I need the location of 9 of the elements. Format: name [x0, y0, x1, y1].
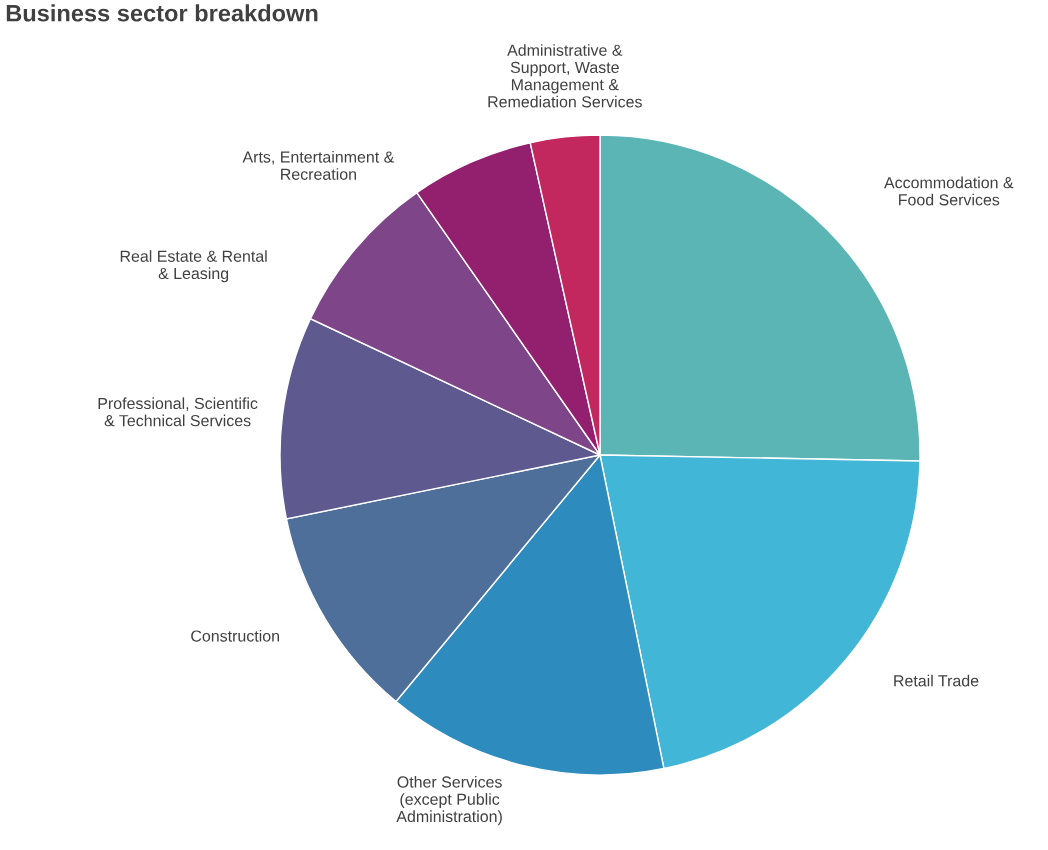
- slice-label: Professional, Scientific & Technical Services: [98, 397, 258, 427]
- slice-label: Accommodation & Food Services: [884, 176, 1014, 206]
- slice-label: Real Estate & Rental & Leasing: [120, 250, 267, 283]
- slice-label: Retail Trade: [894, 674, 979, 687]
- slice-label: Arts, Entertainment & Recreation: [242, 150, 395, 180]
- slice-label: Construction: [191, 629, 279, 642]
- chart-title: Business sector breakdown: [6, 4, 318, 22]
- slice-label: Other Services (except Public Administration): [396, 775, 502, 826]
- slice-label: Administrative & Support, Waste Management & Remediation Services: [488, 44, 642, 108]
